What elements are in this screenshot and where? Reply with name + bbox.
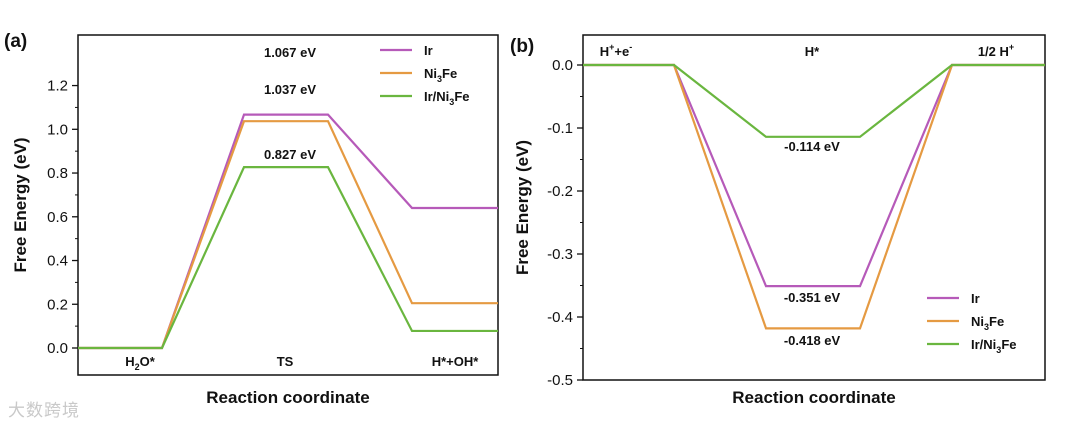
state-label: H2O* (125, 354, 156, 372)
y-tick-label: 1.2 (47, 78, 68, 95)
state-label: 1/2 H+ (978, 42, 1014, 59)
y-tick-label: -0.3 (547, 246, 573, 263)
legend-label: Ir (971, 291, 980, 306)
y-tick-label: 1.0 (47, 121, 68, 138)
y-tick-label: -0.4 (547, 309, 573, 326)
y-tick-label: -0.5 (547, 372, 573, 389)
series-line-ir-ni3fe (583, 63, 1045, 138)
legend-label: Ni3Fe (971, 314, 1004, 332)
x-axis-label: Reaction coordinate (206, 388, 369, 407)
y-axis-label: Free Energy (eV) (11, 137, 30, 272)
y-tick-label: -0.1 (547, 120, 573, 137)
data-label: -0.351 eV (784, 290, 841, 305)
state-label: H* (805, 44, 820, 59)
panel-label: (b) (510, 36, 534, 57)
watermark-text: 大数跨境 (8, 401, 80, 420)
state-label: H*+OH* (432, 354, 480, 369)
legend-label: Ir/Ni3Fe (424, 89, 469, 107)
y-tick-label: 0.8 (47, 165, 68, 182)
plot-frame (77, 34, 499, 376)
data-label: 0.827 eV (264, 147, 316, 162)
data-label: 1.037 eV (264, 82, 316, 97)
data-label: 1.067 eV (264, 45, 316, 60)
y-tick-label: 0.0 (552, 57, 573, 74)
data-label: -0.114 eV (784, 139, 840, 154)
panel-b-chart: 0.0 -0.1 -0.2 -0.3 -0.4 -0.5 Free Energy (eV) R… (510, 34, 1046, 407)
state-label: TS (277, 354, 294, 369)
series-line-ni3fe (583, 63, 1045, 330)
series-line-ir (583, 63, 1045, 288)
plot-frame (582, 34, 1046, 381)
legend-label: Ir (424, 43, 433, 58)
y-tick-label: 0.4 (47, 253, 68, 270)
legend-label: Ir/Ni3Fe (971, 337, 1016, 355)
data-label: -0.418 eV (784, 333, 841, 348)
y-tick-label: 0.2 (47, 296, 68, 313)
state-label: H++e- (600, 42, 632, 59)
y-tick-label: 0.0 (47, 340, 68, 357)
panel-a-chart: 0.0 0.2 0.4 0.6 0.8 1.0 1.2 Free Energy (eV) Rea… (4, 31, 499, 407)
y-tick-label: -0.2 (547, 183, 573, 200)
x-axis-label: Reaction coordinate (732, 388, 895, 407)
series-line-ir-ni3fe (78, 166, 498, 350)
y-axis-label: Free Energy (eV) (513, 140, 532, 275)
panel-label: (a) (4, 31, 27, 52)
y-tick-label: 0.6 (47, 209, 68, 226)
legend-label: Ni3Fe (424, 66, 457, 84)
